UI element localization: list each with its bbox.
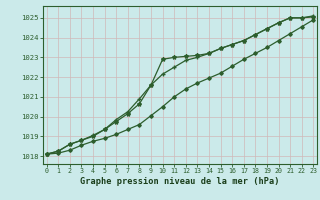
- X-axis label: Graphe pression niveau de la mer (hPa): Graphe pression niveau de la mer (hPa): [80, 177, 280, 186]
